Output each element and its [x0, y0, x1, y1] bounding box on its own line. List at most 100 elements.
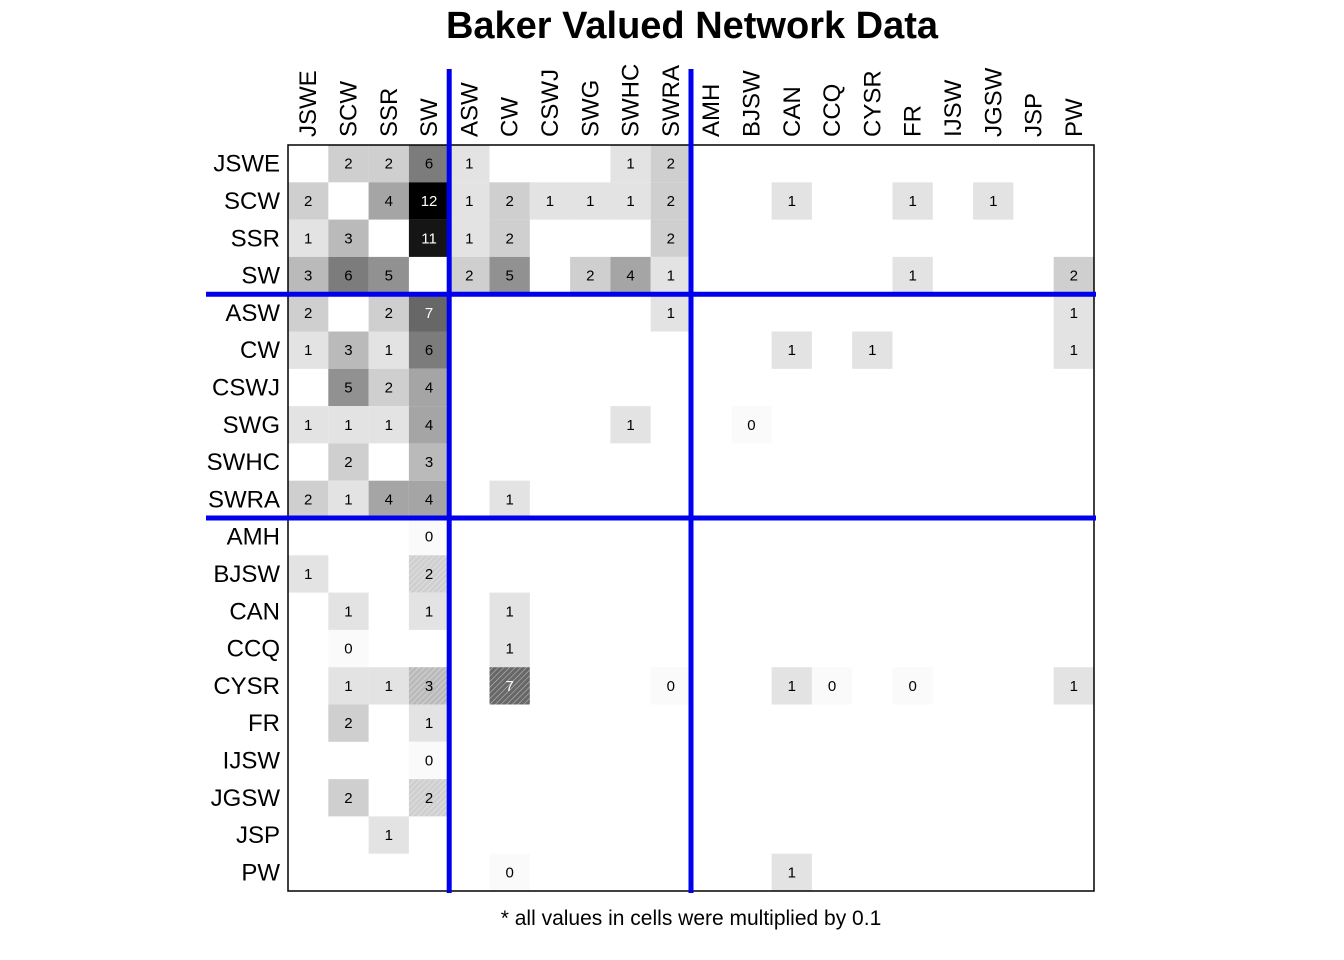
matrix-cell-fill [1053, 256, 1094, 295]
matrix-cell-value: 1 [989, 193, 997, 210]
matrix-cell: 1 [328, 667, 369, 705]
matrix-cell-fill [449, 219, 490, 257]
matrix-cell-fill [368, 331, 409, 369]
matrix-cell-fill [650, 145, 691, 183]
matrix-cell-value: 6 [425, 342, 433, 359]
matrix-cell-fill [1053, 331, 1094, 369]
matrix-cell-value: 1 [908, 193, 916, 210]
matrix-cell-fill [529, 182, 571, 220]
column-label: CAN [779, 86, 806, 137]
matrix-cell: 1 [852, 331, 893, 369]
matrix-cell-fill [408, 145, 450, 183]
matrix-cell-value: 2 [385, 156, 393, 173]
column-label: AMH [698, 84, 725, 137]
matrix-cell-fill [892, 667, 933, 705]
matrix-cell-value: 1 [425, 715, 433, 732]
column-label: SWRA [658, 65, 685, 137]
group-dividers [206, 69, 1096, 893]
matrix-cell-value: 7 [425, 305, 433, 322]
matrix-cell: 1 [771, 182, 812, 220]
matrix-cell-fill [288, 219, 329, 257]
matrix-cell-fill [650, 667, 691, 705]
matrix-cell-value: 4 [626, 268, 634, 285]
column-label: CSWJ [537, 69, 564, 137]
matrix-cell-value: 3 [425, 454, 433, 471]
matrix-cell-fill [449, 256, 490, 295]
matrix-cell-value: 6 [344, 268, 352, 285]
matrix-cell-fill [610, 406, 651, 444]
matrix-cell-fill [408, 480, 450, 518]
matrix-cell-fill [368, 480, 409, 518]
matrix-cell-value: 1 [908, 268, 916, 285]
matrix-cell: 2 [489, 182, 530, 220]
matrix-cell-value: 2 [505, 230, 513, 247]
matrix-cell-value: 2 [425, 566, 433, 583]
row-label: SW [241, 263, 280, 290]
matrix-cell: 3 [328, 219, 369, 257]
matrix-cell-value: 2 [304, 305, 312, 322]
matrix-cell: 3 [408, 667, 450, 705]
matrix-cell-fill [288, 406, 329, 444]
matrix-cell-fill [771, 667, 812, 705]
matrix-cell-fill [570, 256, 611, 295]
matrix-cell-value: 2 [667, 193, 675, 210]
matrix-cell-fill [650, 294, 691, 332]
matrix-cell: 2 [489, 219, 530, 257]
row-label: ASW [225, 300, 280, 327]
matrix-cell-fill [449, 182, 490, 220]
matrix-cell-fill [489, 592, 530, 630]
column-label: SWG [577, 80, 604, 137]
matrix-cell-value: 2 [465, 268, 473, 285]
matrix-cell-fill [489, 182, 530, 220]
matrix-cell-value: 2 [344, 454, 352, 471]
row-label: JSP [236, 822, 280, 849]
matrix-cell: 1 [1053, 667, 1094, 705]
matrix-cell: 5 [328, 368, 369, 407]
row-label: SCW [224, 188, 280, 215]
matrix-cell: 1 [771, 331, 812, 369]
matrix-cell-value: 6 [425, 156, 433, 173]
matrix-cell-fill [408, 182, 450, 220]
matrix-cell: 2 [408, 779, 450, 817]
matrix-cell: 1 [449, 219, 490, 257]
matrix-cell-value: 1 [788, 193, 796, 210]
matrix-cell: 1 [650, 256, 691, 295]
row-label: CCQ [227, 636, 280, 663]
matrix-cell-fill [1053, 667, 1094, 705]
matrix-cell-fill [650, 256, 691, 295]
matrix-cell-value: 1 [465, 230, 473, 247]
matrix-cell: 0 [489, 853, 530, 891]
column-label: CYSR [859, 70, 886, 137]
matrix-cell-fill [368, 368, 409, 407]
row-label: PW [241, 859, 280, 886]
matrix-cell: 0 [328, 629, 369, 668]
matrix-cell-fill [408, 331, 450, 369]
row-label: SWG [223, 412, 280, 439]
matrix-cell-value: 1 [385, 417, 393, 434]
row-labels: JSWE SCW SSR SW ASW CW CSWJ SWG SWHC SWRA AMH BJSW C… [207, 151, 281, 887]
matrix-cell-fill [328, 256, 369, 295]
matrix-cell-fill [368, 182, 409, 220]
row-label: CSWJ [212, 374, 280, 401]
matrix-cell-value: 1 [788, 342, 796, 359]
matrix-cell-fill [650, 219, 691, 257]
matrix-cell-value: 1 [344, 678, 352, 695]
matrix-cell-value: 1 [788, 864, 796, 881]
matrix-cell-value: 1 [868, 342, 876, 359]
matrix-cell-fill [892, 256, 933, 295]
row-label: FR [248, 710, 280, 737]
matrix-cell-value: 5 [505, 268, 513, 285]
column-label: BJSW [738, 70, 765, 137]
matrix-cell: 1 [529, 182, 571, 220]
matrix-cell-fill [489, 853, 530, 891]
matrix-cell: 7 [408, 294, 450, 332]
matrix-cell-fill [570, 182, 611, 220]
matrix-cell: 2 [368, 294, 409, 332]
matrix-cell-fill [368, 256, 409, 295]
matrix-cell-fill [892, 182, 933, 220]
matrix-cell: 1 [328, 480, 369, 518]
matrix-cell: 4 [408, 480, 450, 518]
matrix-cell-fill [328, 406, 369, 444]
matrix-cell-value: 1 [1070, 678, 1078, 695]
